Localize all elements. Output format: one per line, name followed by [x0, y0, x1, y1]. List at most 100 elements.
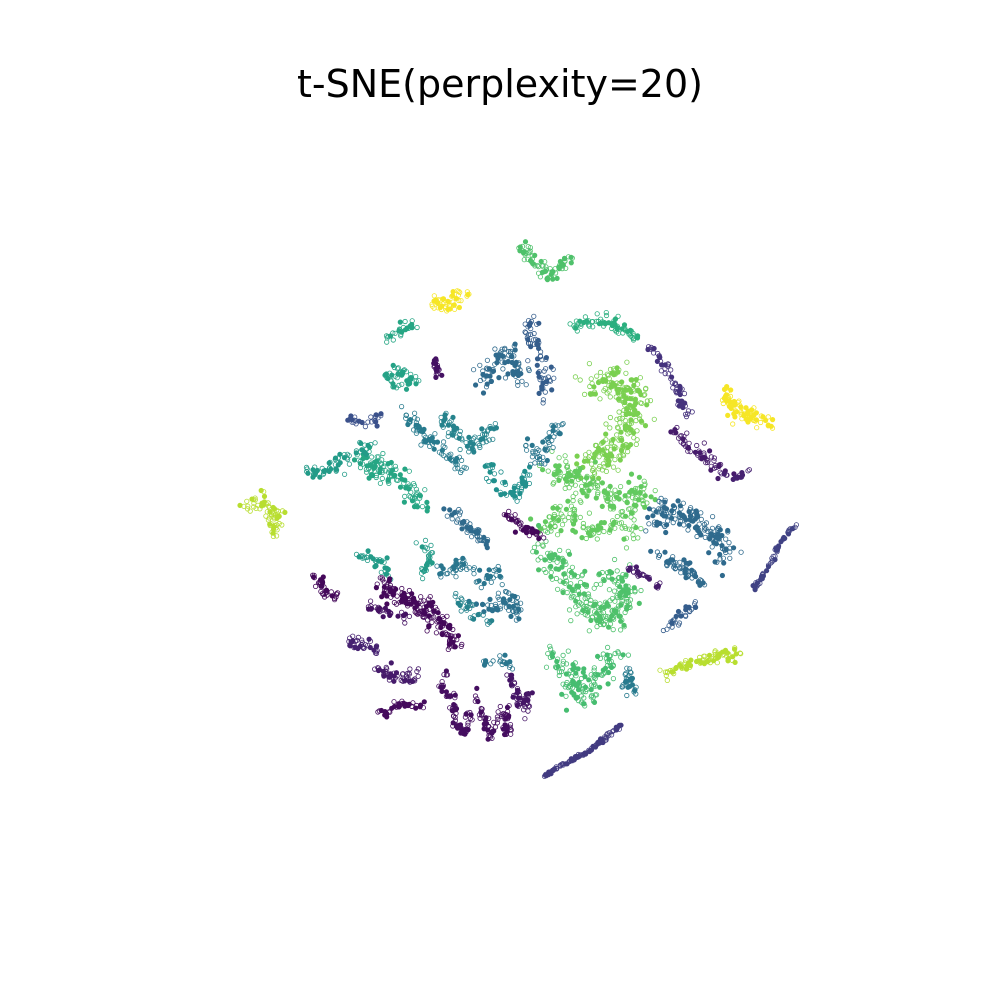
scatter-point	[553, 430, 559, 436]
scatter-point	[375, 709, 381, 715]
scatter-point	[568, 260, 574, 266]
scatter-point	[541, 535, 547, 541]
scatter-point	[665, 518, 671, 524]
scatter-point	[694, 442, 700, 449]
scatter-point	[522, 321, 528, 327]
scatter-point	[562, 580, 568, 586]
scatter-point	[540, 400, 546, 406]
scatter-point	[547, 646, 554, 652]
scatter-point	[452, 509, 459, 515]
scatter-point	[665, 361, 672, 368]
scatter-point	[615, 603, 622, 609]
scatter-point	[447, 507, 453, 513]
scatter-point	[712, 462, 718, 469]
scatter-point	[615, 467, 621, 473]
scatter-point	[270, 526, 277, 532]
scatter-point	[569, 564, 576, 570]
scatter-point	[595, 619, 601, 625]
scatter-point	[493, 572, 499, 578]
scatter-point	[363, 466, 369, 472]
scatter-point	[658, 506, 664, 512]
scatter-point	[559, 761, 565, 767]
scatter-point	[504, 672, 510, 678]
scatter-point	[405, 421, 411, 428]
scatter-point	[450, 626, 456, 633]
scatter-point	[589, 614, 595, 621]
scatter-point	[698, 659, 704, 666]
scatter-point	[464, 710, 470, 716]
scatter-point	[522, 329, 528, 335]
scatter-point	[619, 617, 625, 623]
scatter-point	[590, 318, 596, 325]
scatter-point	[583, 583, 590, 590]
scatter-point	[473, 579, 479, 585]
scatter-point	[500, 366, 506, 372]
scatter-point	[512, 529, 519, 535]
scatter-point	[600, 439, 606, 445]
scatter-point	[536, 536, 542, 542]
scatter-point	[517, 367, 523, 373]
scatter-point	[574, 611, 580, 617]
scatter-point	[550, 444, 556, 451]
scatter-point	[591, 384, 597, 390]
scatter-point	[612, 598, 618, 604]
scatter-point	[398, 403, 405, 410]
scatter-point	[332, 462, 338, 468]
scatter-point	[706, 652, 713, 659]
scatter-point	[625, 684, 631, 690]
scatter-point	[429, 303, 435, 309]
scatter-point	[364, 557, 371, 564]
scatter-point	[677, 661, 684, 667]
scatter-point	[543, 380, 549, 386]
scatter-point	[617, 627, 624, 633]
scatter-point	[544, 275, 551, 281]
scatter-point	[716, 651, 722, 658]
scatter-point	[563, 265, 569, 271]
scatter-point	[535, 263, 542, 270]
scatter-point	[441, 671, 447, 678]
scatter-point	[595, 484, 601, 490]
scatter-point	[646, 521, 652, 527]
scatter-point	[637, 375, 644, 381]
scatter-point	[390, 362, 396, 368]
scatter-point	[612, 456, 618, 463]
scatter-point	[524, 472, 531, 478]
scatter-point	[368, 606, 374, 612]
scatter-point	[374, 454, 380, 460]
scatter-point	[626, 666, 633, 672]
scatter-point	[429, 614, 435, 620]
scatter-point	[608, 440, 615, 446]
scatter-point	[681, 390, 688, 397]
scatter-point	[577, 514, 583, 521]
scatter-point	[563, 707, 570, 713]
scatter-point	[655, 554, 662, 560]
scatter-point	[634, 428, 640, 434]
scatter-point	[628, 377, 634, 383]
scatter-point	[591, 667, 597, 673]
scatter-point	[603, 431, 609, 437]
scatter-point	[479, 432, 486, 438]
scatter-point	[600, 323, 607, 329]
scatter-point	[483, 438, 489, 445]
scatter-point	[371, 465, 378, 471]
scatter-point	[658, 368, 664, 374]
scatter-point	[512, 495, 518, 501]
scatter-point	[670, 503, 677, 509]
scatter-point	[624, 586, 631, 593]
scatter-point	[563, 574, 569, 581]
scatter-point	[539, 542, 546, 548]
scatter-point	[746, 467, 753, 473]
scatter-point	[453, 590, 459, 597]
scatter-point	[570, 666, 576, 673]
scatter-point	[685, 444, 691, 451]
scatter-point	[571, 593, 577, 600]
scatter-point	[402, 678, 408, 684]
scatter-point	[685, 573, 691, 579]
scatter-point	[310, 572, 316, 578]
scatter-point	[654, 358, 661, 364]
scatter-point	[745, 468, 751, 474]
scatter-point	[721, 560, 727, 566]
scatter-point	[454, 519, 460, 525]
scatter-point	[646, 506, 653, 512]
scatter-point	[550, 520, 556, 526]
